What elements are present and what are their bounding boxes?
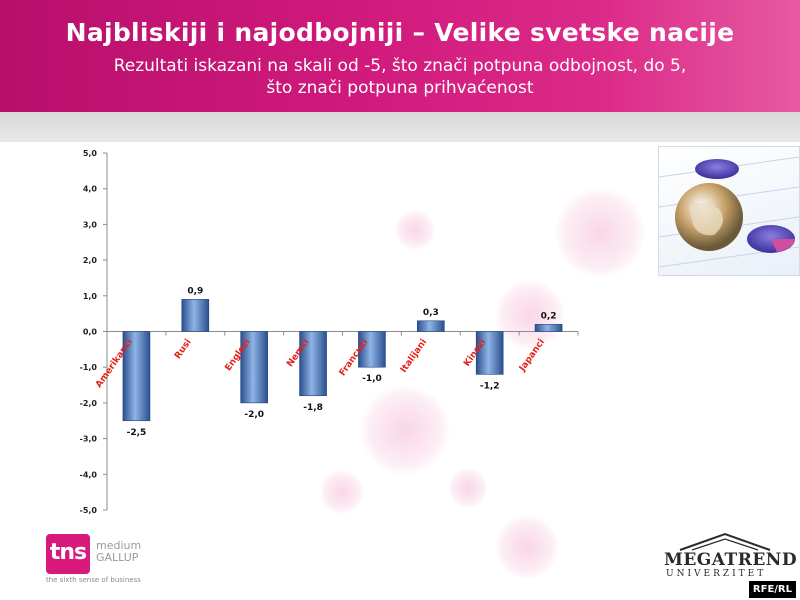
y-tick-label: 4,0 xyxy=(83,185,98,194)
category-label: Rusi xyxy=(173,337,194,361)
decorative-circle xyxy=(320,470,364,514)
y-tick-label: -5,0 xyxy=(80,506,98,515)
bar-value-label: -2,5 xyxy=(127,428,147,438)
globe-chart-image xyxy=(658,146,800,276)
megatrend-roof-icon xyxy=(679,532,771,551)
tns-mark-text: tns xyxy=(49,540,87,565)
bar xyxy=(475,331,504,375)
decorative-circle xyxy=(360,385,450,475)
decorative-circle xyxy=(495,515,559,579)
bar-value-label: -2,0 xyxy=(244,410,264,420)
category-label: Japanci xyxy=(517,337,547,374)
megatrend-name: MEGATREND xyxy=(664,550,798,570)
y-tick-label: -4,0 xyxy=(80,470,98,479)
tns-mark-box xyxy=(46,534,90,574)
bars xyxy=(122,299,563,422)
y-tick-label: -1,0 xyxy=(80,363,98,372)
y-tick-label: 3,0 xyxy=(83,220,98,229)
bar xyxy=(534,324,563,332)
tns-line1: medium xyxy=(96,539,142,552)
globe-icon xyxy=(659,156,799,268)
page-title: Najbliskiji i najodbojniji – Velike svet… xyxy=(65,18,735,47)
subtitle-line-1: Rezultati iskazani na skali od -5, što z… xyxy=(113,56,687,76)
bar xyxy=(240,331,268,404)
y-tick-label: -3,0 xyxy=(80,435,98,444)
decorative-circle xyxy=(448,468,488,508)
bar xyxy=(417,320,445,332)
y-tick-label: 5,0 xyxy=(83,149,98,158)
bar xyxy=(358,331,386,368)
y-tick-label: 1,0 xyxy=(83,292,98,301)
bar-value-label: -1,8 xyxy=(303,403,323,413)
y-tick-label: -2,0 xyxy=(80,399,98,408)
header-divider-band xyxy=(0,112,800,142)
megatrend-sub: UNIVERZITET xyxy=(666,569,767,579)
bar-value-label: 0,3 xyxy=(423,308,439,318)
rferl-watermark: RFE/RL xyxy=(748,581,796,598)
y-tick-label: 0,0 xyxy=(83,328,98,337)
bar xyxy=(122,331,151,422)
tns-line2: GALLUP xyxy=(96,551,139,564)
decorative-circle xyxy=(495,280,565,350)
tns-side-text: medium GALLUP xyxy=(96,540,141,564)
bar-value-label: -1,2 xyxy=(480,381,500,391)
category-label: Italijani xyxy=(399,337,429,374)
bar xyxy=(181,299,210,332)
subtitle-line-2: što znači potpuna prihvaćenost xyxy=(266,78,534,98)
bar-value-label: 0,2 xyxy=(541,311,557,321)
decorative-circle xyxy=(555,188,645,278)
decorative-circle xyxy=(395,210,435,250)
bar-value-label: 0,9 xyxy=(187,286,203,296)
bar-value-label: -1,0 xyxy=(362,374,382,384)
megatrend-logo: MEGATREND UNIVERZITET xyxy=(660,530,797,580)
header-banner: Najbliskiji i najodbojniji – Velike svet… xyxy=(0,0,800,112)
tns-medium-gallup-logo: tns medium GALLUP the sixth sense of bus… xyxy=(40,532,190,588)
bar xyxy=(299,331,327,397)
bar-chart: 5,0 4,0 3,0 2,0 1,0 0,0 -1,0 -2,0 -3,0 -4,0 -5,0 -… xyxy=(80,149,579,515)
y-tick-label: 2,0 xyxy=(83,256,98,265)
page-subtitle: Rezultati iskazani na skali od -5, što z… xyxy=(0,55,800,99)
tns-tagline: the sixth sense of business xyxy=(46,576,141,584)
